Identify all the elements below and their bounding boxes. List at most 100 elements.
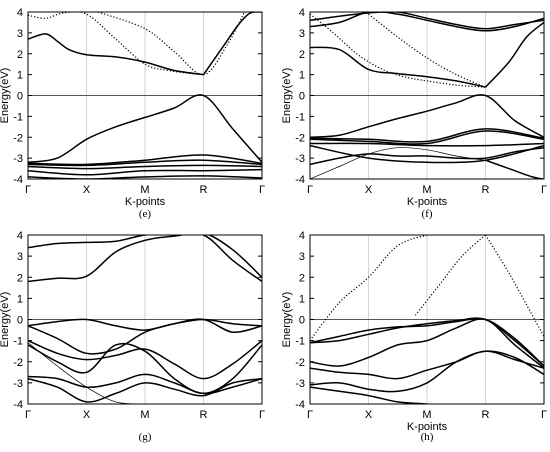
x-tick-label: Γ — [259, 184, 265, 196]
panel-caption: (f) — [422, 208, 433, 220]
x-tick-label: R — [200, 184, 208, 196]
y-tick-label: 3 — [17, 251, 23, 263]
band-line — [310, 317, 544, 367]
band-line — [310, 146, 544, 166]
y-tick-label: -4 — [295, 174, 305, 186]
x-tick-label: X — [365, 409, 373, 421]
y-tick-label: 1 — [17, 70, 23, 82]
panel-caption: (h) — [421, 431, 434, 443]
x-tick-label: M — [140, 184, 149, 196]
y-tick-label: 2 — [299, 49, 305, 61]
y-tick-label: 0 — [17, 91, 23, 103]
y-axis-title: Energy(eV) — [281, 68, 293, 124]
x-tick-label: Γ — [541, 409, 547, 421]
band-line — [310, 317, 544, 367]
x-axis-title: K-points — [125, 196, 166, 208]
x-tick-label: Γ — [25, 184, 31, 196]
y-tick-label: -4 — [295, 399, 305, 411]
x-tick-label: R — [482, 409, 490, 421]
band-line — [202, 12, 262, 76]
y-tick-label: 4 — [299, 230, 305, 242]
x-axis-title: K-points — [407, 196, 448, 208]
y-tick-label: -3 — [13, 153, 23, 165]
x-tick-label: Γ — [259, 409, 265, 421]
x-tick-label: M — [140, 409, 149, 421]
y-axis-title: Energy(eV) — [0, 292, 11, 348]
x-tick-label: R — [482, 184, 490, 196]
band-line — [28, 377, 262, 403]
y-tick-label: 2 — [17, 272, 23, 284]
y-tick-label: -1 — [13, 336, 23, 348]
y-tick-label: -1 — [13, 111, 23, 123]
band-line — [28, 342, 146, 404]
x-tick-label: X — [83, 409, 91, 421]
band-line — [310, 128, 544, 143]
band-line — [28, 168, 262, 176]
y-tick-label: 2 — [17, 49, 23, 61]
band-line — [310, 144, 544, 164]
y-tick-label: 3 — [299, 28, 305, 40]
band-line — [484, 21, 544, 88]
x-tick-label: Γ — [25, 409, 31, 421]
x-tick-label: Γ — [307, 184, 313, 196]
y-tick-label: -4 — [13, 399, 23, 411]
y-tick-label: -3 — [13, 378, 23, 390]
y-tick-label: 4 — [17, 7, 23, 19]
band-curves — [310, 12, 544, 179]
y-tick-label: 4 — [299, 7, 305, 19]
band-line — [28, 235, 262, 283]
y-tick-label: -3 — [295, 153, 305, 165]
band-line — [310, 130, 544, 145]
y-tick-label: 0 — [17, 315, 23, 327]
band-line — [484, 235, 544, 337]
band-line — [310, 94, 544, 139]
y-tick-label: 1 — [299, 70, 305, 82]
band-line — [310, 142, 544, 147]
y-tick-label: -2 — [13, 357, 23, 369]
band-line — [414, 235, 486, 316]
y-tick-label: -2 — [295, 357, 305, 369]
band-line — [28, 12, 204, 76]
y-tick-label: 2 — [299, 272, 305, 284]
y-tick-label: -2 — [295, 132, 305, 144]
band-line — [485, 159, 544, 179]
y-tick-label: 0 — [299, 91, 305, 103]
band-line — [28, 159, 262, 167]
y-tick-label: 4 — [17, 230, 23, 242]
x-tick-label: Γ — [541, 184, 547, 196]
band-line — [310, 12, 544, 30]
y-tick-label: 0 — [299, 315, 305, 327]
band-line — [310, 235, 428, 341]
band-curves — [310, 235, 544, 404]
band-line — [28, 318, 262, 331]
x-tick-label: X — [83, 184, 91, 196]
y-tick-label: 1 — [17, 293, 23, 305]
band-line — [28, 164, 262, 170]
band-line — [97, 12, 246, 76]
band-line — [310, 46, 486, 88]
band-line — [28, 342, 262, 395]
x-tick-label: X — [365, 184, 373, 196]
band-panel-2: -4 -3 -2 -1 0 1 2 3 4 Γ X M R Γ Energy(eV) K-points(f) — [281, 7, 547, 220]
x-axis-title: K-points — [407, 421, 448, 433]
x-tick-label: M — [422, 184, 431, 196]
x-tick-label: R — [200, 409, 208, 421]
band-curves — [28, 12, 262, 179]
band-line — [28, 33, 204, 76]
y-tick-label: -4 — [13, 174, 23, 186]
panel-caption: (g) — [139, 431, 152, 443]
band-line — [28, 235, 262, 278]
y-tick-label: 1 — [299, 293, 305, 305]
x-tick-label: Γ — [307, 409, 313, 421]
y-tick-label: -2 — [13, 132, 23, 144]
y-axis-title: Energy(eV) — [281, 292, 293, 348]
band-line — [310, 350, 544, 393]
y-tick-label: -1 — [295, 111, 305, 123]
y-tick-label: 3 — [17, 28, 23, 40]
y-axis-title: Energy(eV) — [0, 68, 11, 124]
band-line — [310, 12, 544, 32]
band-line — [310, 350, 544, 380]
band-panel-4: -4 -3 -2 -1 0 1 2 3 4 Γ X M R Γ Energy(eV) K-points(h) — [281, 230, 547, 443]
